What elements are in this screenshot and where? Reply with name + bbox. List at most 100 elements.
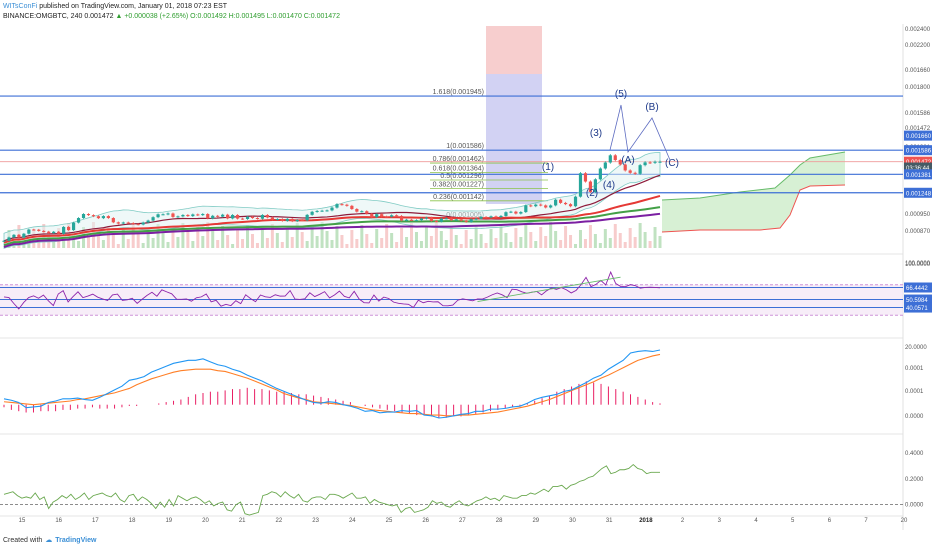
candle-body <box>211 215 215 219</box>
author-name[interactable]: WITsConFi <box>3 3 38 10</box>
macd-signal-line <box>3 353 661 417</box>
symbol-name: BINANCE:OMGBTC, 240 <box>3 13 83 20</box>
x-tick: 7 <box>864 518 868 524</box>
volume-bar <box>275 233 279 248</box>
x-tick: 2018 <box>639 518 653 524</box>
candle-body <box>588 181 593 193</box>
macd-tick: 0.0001 <box>905 366 924 372</box>
candle-body <box>131 223 135 225</box>
macd-tick: 0.0000 <box>905 414 924 420</box>
volume-bar <box>628 228 632 248</box>
candle-body <box>86 214 91 216</box>
volume-bar <box>484 243 488 248</box>
volume-bar <box>176 237 180 248</box>
candle-body <box>549 205 553 208</box>
volume-bar <box>290 237 294 248</box>
volume-bar <box>216 240 220 248</box>
candle-body <box>156 214 160 218</box>
x-tick: 2 <box>681 518 685 524</box>
candle-body <box>240 218 245 220</box>
candle-body <box>91 215 96 217</box>
volume-bar <box>260 229 264 248</box>
ohlc-values: O:0.001492 H:0.001495 L:0.001470 C:0.001… <box>190 13 340 20</box>
volume-bar <box>554 231 558 248</box>
candle-body <box>464 220 468 222</box>
symbol-line: BINANCE:OMGBTC, 240 0.001472 ▲ +0.000038… <box>3 12 340 22</box>
volume-bar <box>588 225 592 248</box>
publish-line: WITsConFi published on TradingView.com, … <box>3 2 340 12</box>
candle-body <box>285 218 289 221</box>
volume-bar <box>509 242 513 248</box>
wave-label: (2) <box>586 188 598 199</box>
volume-bar <box>250 234 254 248</box>
volume-bar <box>365 234 369 248</box>
candle-body <box>370 213 374 218</box>
volume-bar <box>77 241 81 248</box>
volume-bar <box>390 233 394 248</box>
tradingview-brand[interactable]: TradingView <box>55 536 97 544</box>
volume-bar <box>648 241 652 248</box>
x-tick: 22 <box>276 518 283 524</box>
volume-bar <box>593 234 597 248</box>
candle-body <box>42 230 46 232</box>
volume-bar <box>504 233 508 248</box>
x-tick: 20 <box>901 518 908 524</box>
volume-bar <box>514 228 518 248</box>
fib-label: 1.618(0.001945) <box>433 89 484 96</box>
volume-bar <box>310 227 314 248</box>
volume-bar <box>52 242 56 248</box>
volume-bar <box>439 231 443 248</box>
candle-body <box>280 219 284 221</box>
candle-body <box>255 218 260 220</box>
volume-bar <box>539 227 543 248</box>
x-tick: 15 <box>19 518 26 524</box>
ichimoku-cloud <box>662 152 845 232</box>
volume-bar <box>444 240 448 248</box>
volume-bar <box>116 244 120 248</box>
volume-bar <box>270 224 274 248</box>
price-tick: 0.001660 <box>905 68 931 74</box>
candle-body <box>573 196 578 207</box>
volume-bar <box>166 242 170 248</box>
candle-body <box>628 170 632 173</box>
candle-body <box>305 214 309 221</box>
candle-body <box>121 222 125 224</box>
volume-bar <box>320 222 324 248</box>
candle-body <box>563 202 568 205</box>
volume-bar <box>459 244 463 248</box>
candle-body <box>350 205 354 210</box>
volume-bar <box>414 232 418 248</box>
volume-bar <box>255 243 259 248</box>
candle-body <box>335 204 339 208</box>
wave-path <box>609 104 671 161</box>
osc-tick: 0.0000 <box>905 503 924 509</box>
footer: Created with ☁ TradingView <box>3 536 97 545</box>
rsi-line <box>3 270 661 310</box>
candle-body <box>469 219 473 222</box>
candle-body <box>514 211 518 214</box>
wave-label: (B) <box>645 102 658 113</box>
volume-bar <box>300 232 304 248</box>
volume-bar <box>265 238 269 248</box>
price-tick: 0.001472 <box>905 126 931 132</box>
candle-body <box>111 218 115 223</box>
wave-label: (4) <box>603 180 615 191</box>
fib-label: 0.236(0.001142) <box>433 194 484 201</box>
candle-body <box>151 217 155 221</box>
candle-body <box>186 214 190 217</box>
candle-body <box>648 162 652 164</box>
candle-body <box>385 216 389 218</box>
candle-body <box>539 204 543 206</box>
candle-body <box>419 218 424 221</box>
volume-bar <box>221 226 225 248</box>
candle-body <box>578 173 583 197</box>
candle-body <box>265 214 269 218</box>
volume-bar <box>231 244 235 248</box>
volume-bar <box>410 223 414 248</box>
fib-box-bottom <box>486 74 542 204</box>
volume-bar <box>618 233 622 248</box>
volume-bar <box>146 229 150 248</box>
candle-body <box>141 222 145 225</box>
candle-body <box>479 216 483 219</box>
